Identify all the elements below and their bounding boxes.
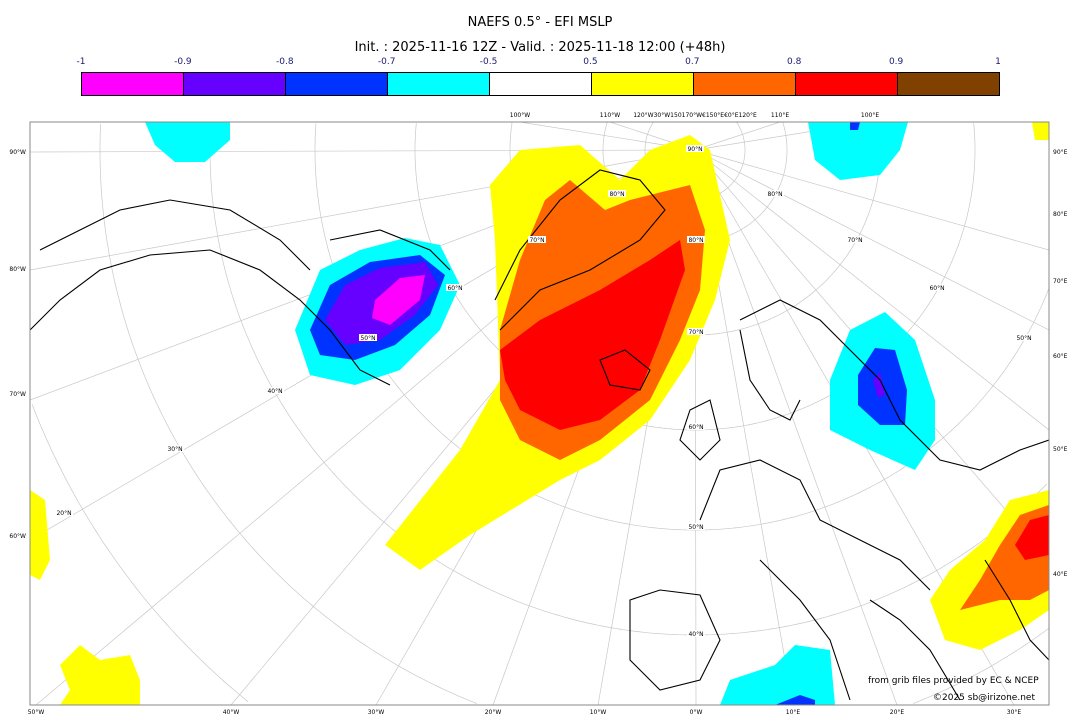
axis-label-right: 90°E (1053, 149, 1068, 156)
latitude-circle (31, 404, 249, 703)
axis-label-bottom: 10°E (786, 709, 801, 716)
latitude-label: 60°N (929, 285, 944, 292)
latitude-label: 50°N (688, 524, 703, 531)
latitude-circle (209, 124, 1048, 636)
latitude-label: 20°N (56, 510, 71, 517)
latitude-label-background (166, 445, 184, 452)
latitude-label-background (359, 334, 377, 341)
latitude-label: 30°N (167, 446, 182, 453)
source-credit: from grib files provided by EC & NCEP (868, 676, 1039, 686)
colorbar-label: 1 (995, 57, 1001, 67)
coastlines (30, 169, 1049, 701)
axis-label-bottom: 50°W (28, 709, 45, 716)
axis-label-right: 80°E (1053, 211, 1068, 218)
axis-label-left: 70°W (9, 391, 26, 398)
colorbar-swatch (82, 73, 184, 95)
colorbar (81, 72, 1000, 96)
latitude-label-background (266, 387, 284, 394)
axis-label-bottom: 30°E (1007, 709, 1022, 716)
colorbar-label: 0.5 (583, 57, 598, 67)
axis-label-top: 100°W (510, 112, 530, 119)
axis-label-bottom: 20°W (485, 709, 502, 716)
latitude-labels: 90°N 80°N 70°N 60°N 50°N 40°N 30°N 20°N 80°N 70°N… (55, 145, 1033, 638)
axis-label-bottom: 40°W (223, 709, 240, 716)
latitude-label-background (55, 509, 73, 516)
latitude-label: 90°N (687, 146, 702, 153)
axis-label-right: 60°E (1053, 353, 1068, 360)
efi-field-negative (145, 122, 935, 705)
latitude-label-background (687, 328, 705, 335)
colorbar-label: -0.9 (174, 57, 192, 67)
colorbar-label: 0.8 (787, 57, 802, 67)
latitude-label-background (608, 190, 626, 197)
latitude-label-background (846, 236, 864, 243)
axis-label-left: 60°W (9, 533, 26, 540)
latitude-label-background (1015, 334, 1033, 341)
colorbar-label: -0.5 (479, 57, 498, 67)
axis-label-right: 40°E (1053, 571, 1068, 578)
colorbar-label: 0.9 (888, 57, 904, 67)
latitude-label: 70°N (529, 237, 544, 244)
latitude-label-background (687, 630, 705, 637)
map-title: NAEFS 0.5° - EFI MSLP (467, 15, 613, 30)
latitude-label-background (446, 284, 464, 291)
latitude-label: 50°N (1016, 335, 1031, 342)
colorbar-swatch (592, 73, 694, 95)
axis-label-bottom: 20°E (890, 709, 905, 716)
axis-label-left: 90°W (9, 149, 26, 156)
colorbar-label: -0.7 (377, 57, 396, 67)
colorbar-label: -0.8 (275, 57, 294, 67)
axis-label-bottom: 30°W (368, 709, 385, 716)
copyright-credit: ©2025 sb@irizone.net (933, 693, 1035, 703)
latitude-label: 80°N (688, 237, 703, 244)
colorbar-swatch (694, 73, 796, 95)
colorbar-label: -1 (76, 57, 86, 67)
axis-label-left: 80°W (9, 266, 26, 273)
colorbar-swatch (898, 73, 999, 95)
axis-label-bottom: 10°W (590, 709, 607, 716)
latitude-label: 50°N (360, 335, 375, 342)
latitude-label: 70°N (688, 329, 703, 336)
latitude-label-background (687, 236, 705, 243)
latitude-label-background (687, 523, 705, 530)
colorbar-swatch (286, 73, 388, 95)
axis-label-top: 110°E (771, 112, 789, 119)
latitude-label: 80°N (767, 191, 782, 198)
map-subtitle: Init. : 2025-11-16 12Z - Valid. : 2025-1… (354, 40, 726, 55)
latitude-label: 70°N (847, 237, 862, 244)
latitude-label-background (528, 236, 546, 243)
latitude-label-background (687, 423, 705, 430)
latitude-label: 60°N (447, 285, 462, 292)
colorbar-swatch (796, 73, 898, 95)
latitude-label-background (766, 190, 784, 197)
colorbar-swatch (388, 73, 490, 95)
latitude-label: 40°N (267, 388, 282, 395)
latitude-label-background (686, 145, 704, 152)
axis-label-top: 100°E (861, 112, 879, 119)
colorbar-swatch (490, 73, 592, 95)
axis-label-right: 70°E (1053, 278, 1068, 285)
colorbar-swatch (184, 73, 286, 95)
latitude-label-background (928, 284, 946, 291)
axis-label-bottom: 0°W (690, 709, 703, 716)
colorbar-label: 0.7 (685, 57, 700, 67)
latitude-label: 60°N (688, 424, 703, 431)
latitude-label: 40°N (688, 631, 703, 638)
latitude-circle (99, 123, 1049, 704)
axis-label-right: 50°E (1053, 446, 1068, 453)
latitude-label: 80°N (609, 191, 624, 198)
efi-field-positive (30, 122, 1049, 705)
axis-label-top: 120°W30°W150170°W€150°E€0°E120°E (633, 112, 757, 119)
axis-labels: 90°W 80°W 70°W 60°W 90°E 80°E 70°E 60°E 50°E 40°E… (9, 112, 1067, 716)
map-frame (29, 121, 1050, 706)
axis-label-top: 110°W (600, 112, 620, 119)
